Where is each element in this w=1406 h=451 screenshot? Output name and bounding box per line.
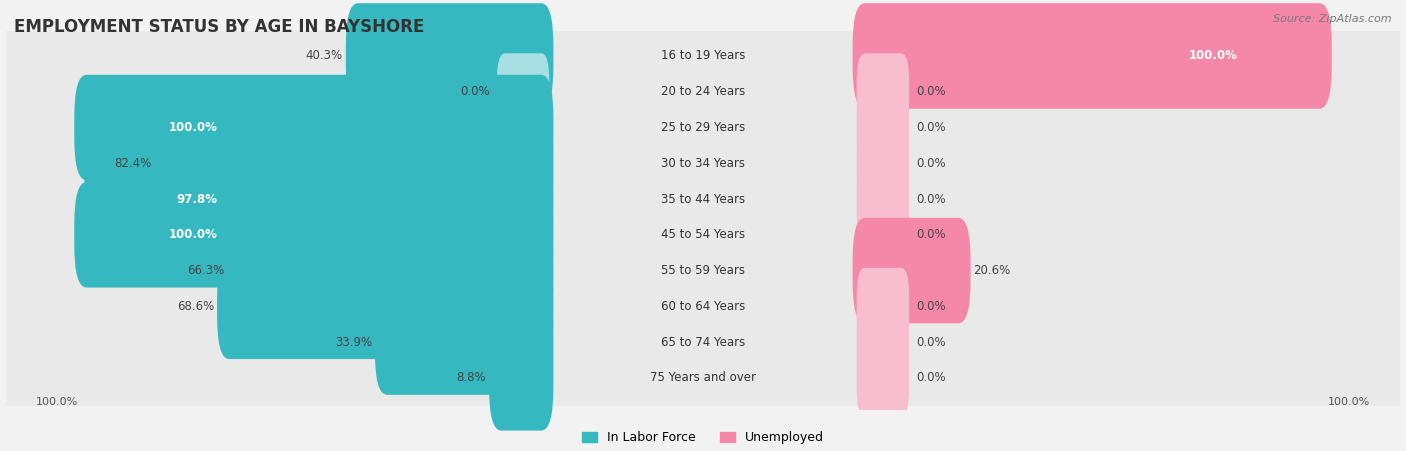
Text: 0.0%: 0.0% [917,85,946,98]
FancyBboxPatch shape [75,182,554,288]
Text: 35 to 44 Years: 35 to 44 Years [661,193,745,206]
Text: 0.0%: 0.0% [917,336,946,349]
Text: 0.0%: 0.0% [917,121,946,134]
FancyBboxPatch shape [856,304,910,381]
Text: 0.0%: 0.0% [460,85,489,98]
FancyBboxPatch shape [496,53,550,130]
FancyBboxPatch shape [0,243,1406,299]
Text: 55 to 59 Years: 55 to 59 Years [661,264,745,277]
FancyBboxPatch shape [75,75,554,180]
Text: 97.8%: 97.8% [177,193,218,206]
Text: 66.3%: 66.3% [187,264,225,277]
Text: 0.0%: 0.0% [917,371,946,384]
Text: 0.0%: 0.0% [917,157,946,170]
Text: 82.4%: 82.4% [114,157,152,170]
Text: 60 to 64 Years: 60 to 64 Years [661,300,745,313]
FancyBboxPatch shape [84,146,554,252]
FancyBboxPatch shape [852,218,970,323]
Text: 45 to 54 Years: 45 to 54 Years [661,228,745,241]
Text: 20 to 24 Years: 20 to 24 Years [661,85,745,98]
Text: 100.0%: 100.0% [37,397,79,407]
Text: 0.0%: 0.0% [917,193,946,206]
FancyBboxPatch shape [0,100,1406,156]
Text: 30 to 34 Years: 30 to 34 Years [661,157,745,170]
FancyBboxPatch shape [0,278,1406,334]
FancyBboxPatch shape [0,314,1406,370]
Text: 100.0%: 100.0% [1189,50,1237,63]
Text: EMPLOYMENT STATUS BY AGE IN BAYSHORE: EMPLOYMENT STATUS BY AGE IN BAYSHORE [14,18,425,36]
Text: 40.3%: 40.3% [305,50,343,63]
FancyBboxPatch shape [856,340,910,416]
Text: 68.6%: 68.6% [177,300,214,313]
FancyBboxPatch shape [0,28,1406,84]
FancyBboxPatch shape [856,196,910,273]
Text: 33.9%: 33.9% [335,336,373,349]
Text: 0.0%: 0.0% [917,300,946,313]
FancyBboxPatch shape [0,135,1406,191]
FancyBboxPatch shape [0,64,1406,120]
Text: 75 Years and over: 75 Years and over [650,371,756,384]
FancyBboxPatch shape [856,268,910,345]
FancyBboxPatch shape [0,350,1406,406]
Text: 0.0%: 0.0% [917,228,946,241]
FancyBboxPatch shape [852,3,1331,109]
Text: 65 to 74 Years: 65 to 74 Years [661,336,745,349]
Text: 100.0%: 100.0% [169,228,217,241]
FancyBboxPatch shape [0,207,1406,262]
Text: 8.8%: 8.8% [457,371,486,384]
FancyBboxPatch shape [0,171,1406,227]
Text: Source: ZipAtlas.com: Source: ZipAtlas.com [1274,14,1392,23]
FancyBboxPatch shape [856,89,910,166]
Text: 25 to 29 Years: 25 to 29 Years [661,121,745,134]
FancyBboxPatch shape [856,161,910,238]
FancyBboxPatch shape [489,325,554,431]
FancyBboxPatch shape [856,125,910,202]
Text: 100.0%: 100.0% [1327,397,1369,407]
FancyBboxPatch shape [346,3,554,109]
FancyBboxPatch shape [217,253,554,359]
Text: 100.0%: 100.0% [169,121,217,134]
FancyBboxPatch shape [375,290,554,395]
FancyBboxPatch shape [155,110,554,216]
FancyBboxPatch shape [856,53,910,130]
Text: 20.6%: 20.6% [973,264,1011,277]
Text: 16 to 19 Years: 16 to 19 Years [661,50,745,63]
FancyBboxPatch shape [228,218,554,323]
Legend: In Labor Force, Unemployed: In Labor Force, Unemployed [576,426,830,449]
